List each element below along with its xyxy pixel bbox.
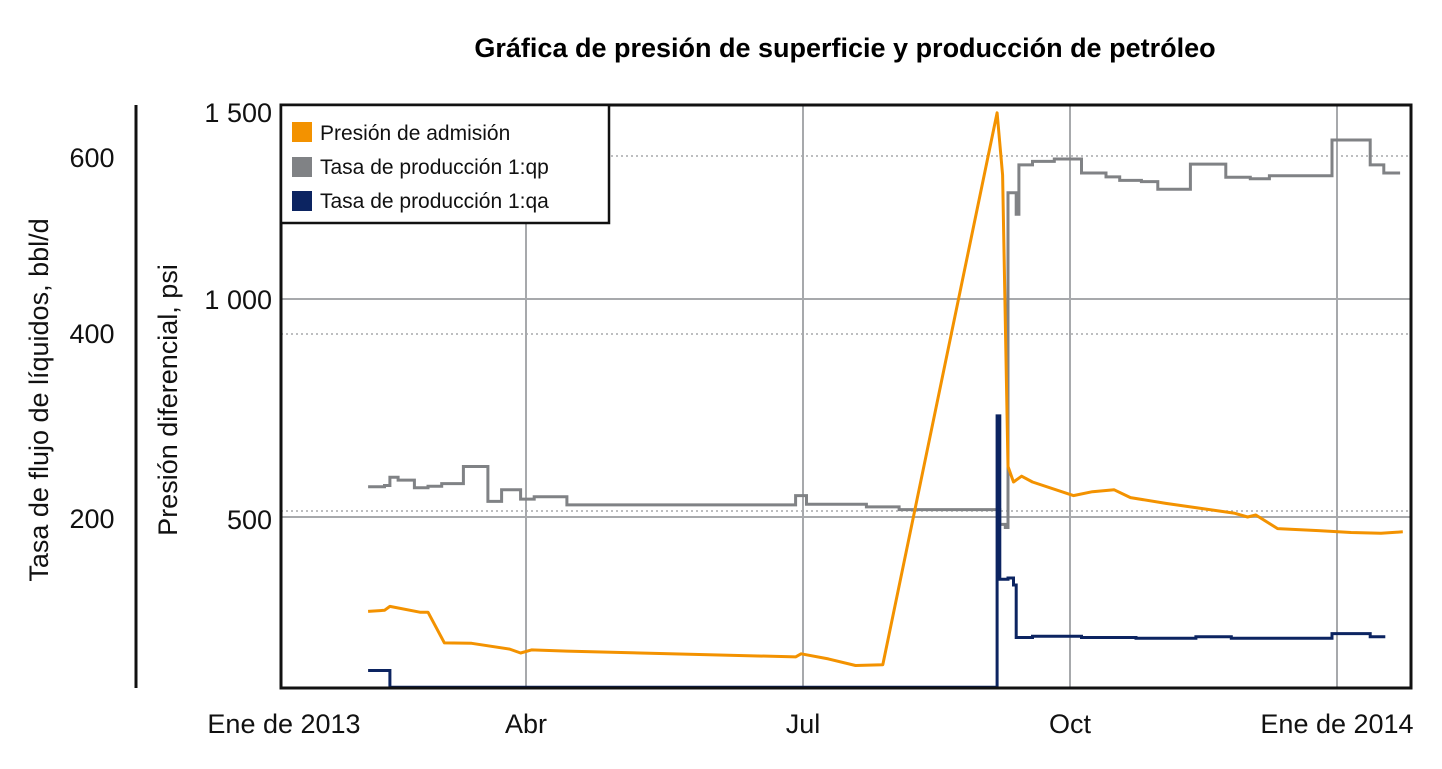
- series-line-qa: [368, 414, 1386, 689]
- legend-swatch-qp: [292, 157, 312, 177]
- left-tick-label: 400: [69, 319, 114, 349]
- legend: Presión de admisión Tasa de producción 1…: [279, 103, 611, 225]
- plot-frame: [279, 103, 1413, 690]
- x-tick-label: Jul: [786, 709, 821, 739]
- pressure-tick-label: 1 500: [204, 98, 272, 128]
- plot-area: [279, 103, 1413, 690]
- left-tick-label: 200: [69, 504, 114, 534]
- legend-label-qa: Tasa de producción 1:qa: [320, 190, 549, 213]
- left-axis-title: Tasa de flujo de líquidos, bbl/d: [24, 218, 54, 581]
- pressure-tick-label: 1 000: [204, 285, 272, 315]
- pressure-tick-label: 500: [227, 505, 272, 535]
- series-line-presion: [367, 111, 1403, 667]
- legend-swatch-presion: [292, 122, 312, 142]
- x-tick-label: Ene de 2014: [1260, 709, 1413, 739]
- pressure-axis-title: Presión diferencial, psi: [153, 264, 183, 536]
- x-tick-label: Oct: [1049, 709, 1092, 739]
- legend-label-presion: Presión de admisión: [320, 122, 510, 145]
- legend-label-qp: Tasa de producción 1:qp: [320, 156, 549, 179]
- x-tick-label: Abr: [505, 709, 547, 739]
- legend-box: [279, 103, 611, 225]
- series-line-qp: [368, 138, 1401, 529]
- left-tick-label: 600: [69, 143, 114, 173]
- legend-swatch-qa: [292, 191, 312, 211]
- chart-title: Gráfica de presión de superficie y produ…: [474, 33, 1215, 63]
- x-tick-label: Ene de 2013: [207, 709, 360, 739]
